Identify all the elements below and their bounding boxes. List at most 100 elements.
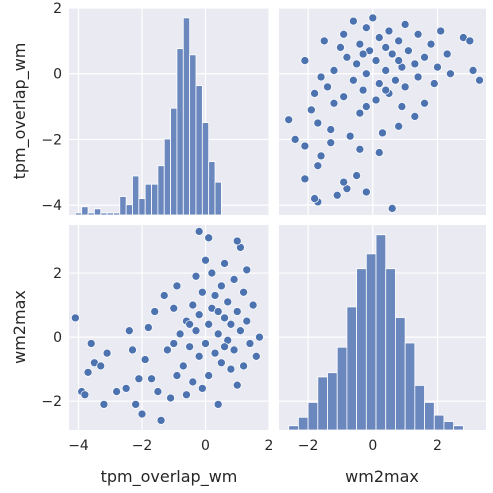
scatter-point (284, 115, 294, 125)
histogram-bar (288, 425, 299, 431)
y-tick-label: 0 (53, 67, 62, 83)
scatter-point (210, 348, 220, 358)
scatter-point (384, 26, 394, 36)
scatter-point (188, 300, 198, 310)
scatter-point (352, 59, 361, 69)
scatter-point (352, 171, 361, 180)
scatter-point (185, 319, 194, 329)
scatter-point (387, 204, 397, 213)
x-tick-label: 2 (265, 438, 274, 454)
scatter-point (255, 332, 264, 342)
scatter-point (300, 174, 310, 184)
histogram-bar (87, 212, 95, 216)
histogram-bars (74, 17, 464, 431)
scatter-point (300, 56, 310, 65)
histogram-bar (170, 107, 178, 216)
x-axis-label-left: tpm_overlap_wm (101, 467, 238, 487)
scatter-point (159, 291, 169, 300)
scatter-point (400, 82, 410, 92)
scatter-point (178, 361, 188, 371)
histogram-bar (414, 385, 425, 431)
scatter-point (121, 384, 131, 393)
scatter-point (381, 43, 391, 52)
scatter-point (96, 361, 106, 371)
histogram-bar (327, 372, 338, 431)
scatter-point (220, 342, 229, 352)
scatter-point (442, 49, 452, 59)
histogram-bar (132, 175, 140, 216)
histogram-bar (106, 212, 114, 216)
scatter-point (242, 265, 252, 275)
scatter-point (213, 307, 223, 316)
histogram-bar (317, 376, 328, 431)
scatter-point (361, 187, 371, 197)
scatter-point (313, 161, 323, 171)
histogram-bar (307, 402, 319, 431)
histogram-bar (356, 268, 367, 431)
scatter-point (210, 291, 220, 300)
y-tick-label: 0 (53, 330, 62, 346)
scatter-point (194, 310, 204, 320)
scatter-point (361, 102, 371, 111)
scatter-point (300, 141, 310, 151)
scatter-point (156, 416, 166, 425)
histogram-bar (74, 212, 83, 216)
scatter-point (226, 364, 236, 374)
scatter-point (475, 75, 484, 85)
scatter-point (394, 121, 404, 131)
scatter-point (394, 36, 404, 46)
histogram-bar (365, 253, 377, 431)
scatter-point (99, 400, 109, 409)
histogram-bar (182, 17, 191, 216)
histogram-bar (125, 204, 133, 216)
scatter-point (332, 190, 342, 200)
scatter-point (232, 236, 242, 246)
y-tick-label: 2 (53, 1, 62, 17)
scatter-point (131, 400, 141, 409)
scatter-point (201, 255, 210, 265)
scatter-point (355, 39, 365, 49)
scatter-point (236, 326, 245, 336)
scatter-point (313, 118, 323, 128)
x-tick-label: −4 (68, 438, 89, 454)
scatter-point (140, 355, 150, 364)
scatter-point (329, 98, 339, 108)
x-axis-label-right: wm2max (345, 467, 419, 486)
histogram-bar (336, 346, 348, 431)
scatter-point (374, 33, 384, 42)
histogram-bar (189, 54, 197, 216)
scatter-point (339, 29, 349, 39)
scatter-point (446, 69, 455, 79)
scatter-point (400, 20, 410, 29)
scatter-point (319, 36, 329, 46)
scatter-point (358, 49, 368, 59)
scatter-point (204, 233, 214, 243)
x-tick-label: −2 (298, 438, 319, 454)
scatter-point (166, 393, 175, 403)
histogram-bar (201, 122, 210, 216)
scatter-point (102, 348, 112, 358)
histogram-bar (375, 234, 387, 431)
scatter-point (229, 345, 239, 355)
scatter-point (426, 39, 436, 49)
scatter-point (316, 72, 326, 82)
histogram-bar (144, 183, 152, 216)
scatter-point (433, 62, 442, 72)
scatter-point (197, 384, 207, 393)
scatter-point (290, 135, 300, 144)
scatter-point (185, 342, 194, 352)
scatter-point (245, 339, 255, 348)
histogram-bar (151, 183, 159, 216)
scatter-point (217, 358, 226, 368)
scatter-point (188, 377, 198, 387)
histogram-bar (100, 212, 108, 216)
scatter-point (329, 66, 339, 75)
scatter-point (413, 29, 423, 39)
scatter-point (326, 138, 336, 148)
histogram-bar (214, 181, 222, 216)
scatter-point (207, 268, 217, 278)
scatter-point (137, 409, 147, 419)
histogram-bar (395, 317, 406, 431)
scatter-point (201, 339, 210, 348)
